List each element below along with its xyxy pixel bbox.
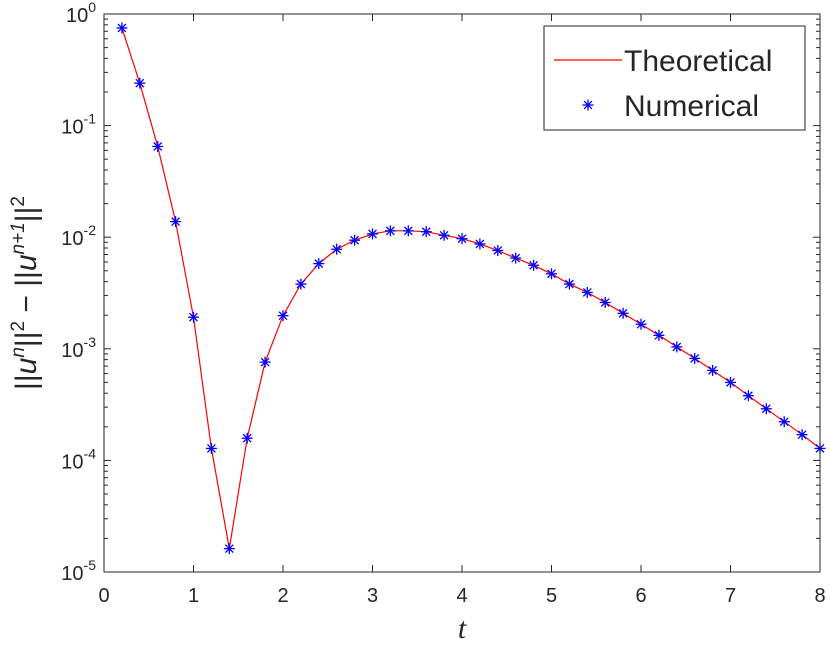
data-point-numerical xyxy=(313,258,325,270)
data-point-numerical xyxy=(510,252,522,264)
data-point-numerical xyxy=(546,268,557,280)
x-tick-label: 4 xyxy=(456,585,467,607)
data-point-numerical xyxy=(778,416,790,428)
x-tick-label: 0 xyxy=(98,585,109,607)
data-point-numerical xyxy=(760,403,772,415)
data-point-numerical xyxy=(384,225,396,237)
data-point-numerical xyxy=(742,390,754,402)
data-point-numerical xyxy=(116,22,128,34)
data-point-numerical xyxy=(653,329,665,341)
y-tick-label: 10-4 xyxy=(61,445,96,473)
data-point-numerical xyxy=(295,278,307,290)
data-point-numerical xyxy=(259,356,271,368)
data-point-numerical xyxy=(331,243,343,255)
data-point-numerical xyxy=(528,259,540,271)
y-axis-ticks: 10-5 10-4 10-3 10-2 10-1 100 xyxy=(61,0,820,585)
y-tick-label: 10-1 xyxy=(61,111,96,139)
data-point-numerical xyxy=(635,318,647,330)
y-tick-label: 10-5 xyxy=(61,557,96,585)
data-point-numerical xyxy=(349,234,361,246)
data-point-numerical xyxy=(205,442,217,454)
data-point-numerical xyxy=(725,376,736,388)
data-point-numerical xyxy=(134,77,146,89)
data-point-numerical xyxy=(563,278,575,290)
data-point-numerical xyxy=(617,307,629,319)
x-tick-label: 2 xyxy=(277,585,288,607)
data-point-numerical xyxy=(241,432,253,444)
x-tick-label: 6 xyxy=(635,585,646,607)
data-point-numerical xyxy=(689,352,701,364)
series-line-theoretical xyxy=(121,27,821,549)
data-point-numerical xyxy=(402,225,414,237)
data-point-numerical xyxy=(796,429,808,441)
y-tick-label: 100 xyxy=(66,0,96,27)
y-tick-label: 10-3 xyxy=(61,334,96,362)
y-tick-label: 10-2 xyxy=(61,222,96,250)
legend-marker-numerical xyxy=(582,99,594,111)
data-point-numerical xyxy=(492,245,504,257)
x-tick-label: 3 xyxy=(367,585,378,607)
data-point-numerical xyxy=(438,229,450,241)
svg-text:||un||2 − ||un+1||2: ||un||2 − ||un+1||2 xyxy=(8,196,43,390)
data-point-numerical xyxy=(223,543,235,555)
x-axis-label: t xyxy=(458,612,467,645)
data-point-numerical xyxy=(599,296,611,308)
legend-label-theoretical: Theoretical xyxy=(624,45,772,78)
legend-box xyxy=(543,25,806,131)
series-layer xyxy=(116,22,826,555)
data-point-numerical xyxy=(671,341,683,353)
x-tick-label: 5 xyxy=(546,585,557,607)
data-point-numerical xyxy=(474,238,486,250)
legend-label-numerical: Numerical xyxy=(624,90,759,123)
x-tick-label: 7 xyxy=(725,585,736,607)
data-point-numerical xyxy=(170,216,182,228)
data-point-numerical xyxy=(277,310,289,322)
data-point-numerical xyxy=(420,226,432,238)
data-point-numerical xyxy=(581,286,593,298)
x-axis-ticks: 0 1 2 3 4 5 6 7 8 xyxy=(98,14,826,607)
data-point-numerical xyxy=(188,311,199,323)
legend-star-marker xyxy=(582,99,594,111)
data-point-numerical xyxy=(152,140,164,152)
y-axis-label: ||un||2 − ||un+1||2 xyxy=(8,196,43,390)
x-tick-label: 8 xyxy=(814,585,825,607)
data-point-numerical xyxy=(707,364,719,376)
data-point-numerical xyxy=(367,228,378,240)
x-tick-label: 1 xyxy=(188,585,199,607)
data-point-numerical xyxy=(456,233,468,245)
legend: Theoretical Numerical xyxy=(543,25,806,131)
